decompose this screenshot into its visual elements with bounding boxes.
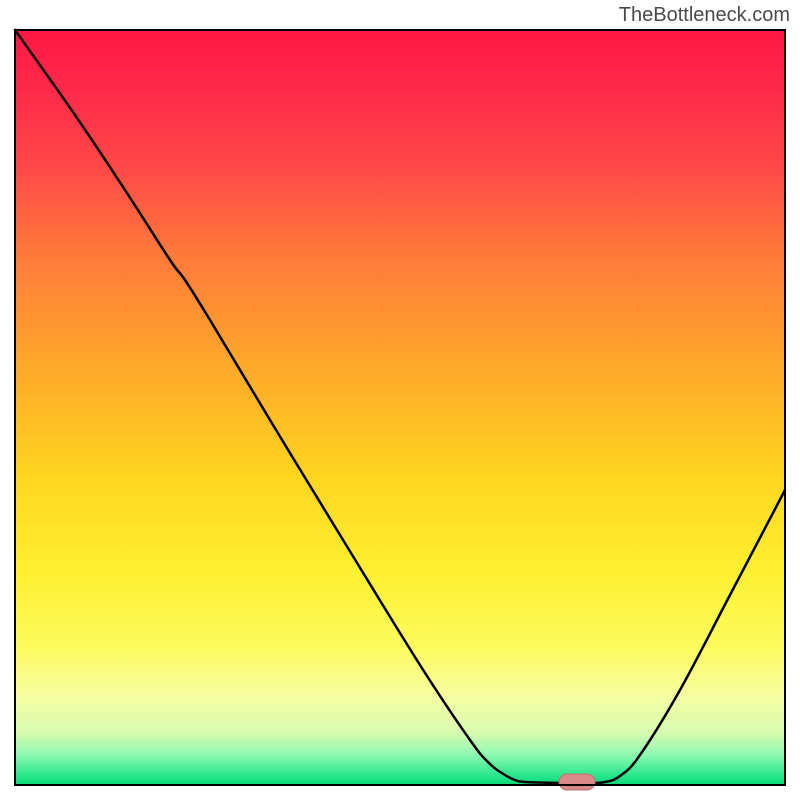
optimum-marker (559, 774, 595, 790)
bottleneck-chart: TheBottleneck.com (0, 0, 800, 800)
watermark-text: TheBottleneck.com (619, 4, 790, 27)
chart-svg (0, 0, 800, 800)
plot-background (15, 30, 785, 785)
